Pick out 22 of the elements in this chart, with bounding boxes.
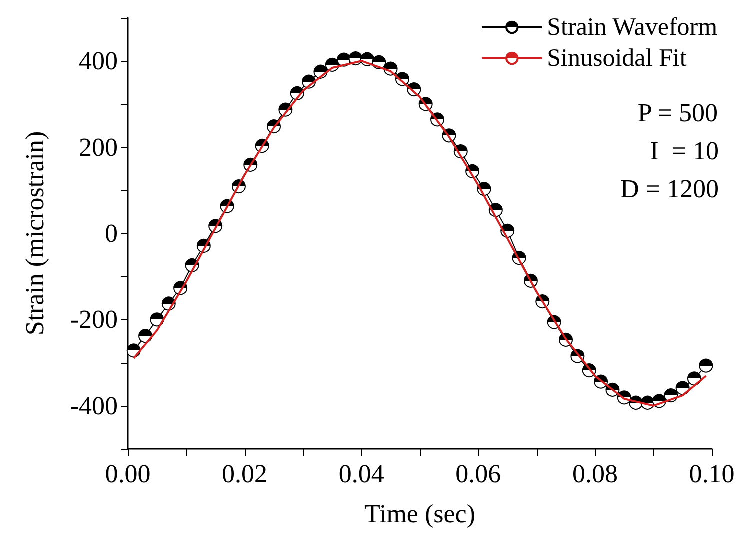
- x-tick-label: 0.06: [456, 460, 502, 488]
- point: [687, 372, 702, 386]
- x-tick-label: 0.04: [338, 460, 384, 488]
- point: [699, 358, 714, 373]
- point: [676, 381, 690, 396]
- annotation: P = 500: [638, 98, 718, 128]
- y-tick-label: 400: [79, 46, 118, 76]
- legend-label: Strain Waveform: [547, 14, 718, 41]
- x-tick-label: 0.08: [572, 460, 618, 488]
- x-axis-title: Time (sec): [364, 500, 476, 528]
- y-tick-label: -200: [70, 305, 118, 334]
- annotation: I = 10: [650, 136, 720, 166]
- point: [150, 312, 164, 327]
- y-axis-title: Strain (microstrain): [20, 131, 50, 336]
- y-tick-label: 200: [79, 132, 118, 162]
- y-tick-label: 0: [105, 219, 118, 248]
- y-tick-label: -400: [70, 391, 118, 420]
- x-tick-label: 0.00: [105, 460, 151, 488]
- legend-label: Sinusoidal Fit: [547, 45, 687, 72]
- x-tick-label: 0.02: [222, 460, 268, 488]
- x-tick-label: 0.10: [689, 460, 735, 488]
- annotation: D = 1200: [620, 174, 720, 204]
